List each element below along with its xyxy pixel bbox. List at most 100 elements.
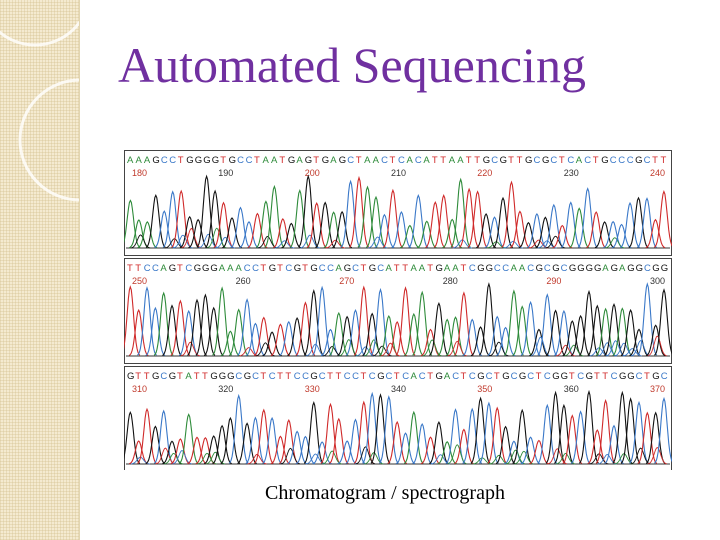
trace-minor-peak (364, 339, 384, 357)
trace-peak (629, 328, 649, 357)
trace-minor-peak (257, 235, 278, 249)
trace-peak (645, 218, 666, 249)
position-label: 210 (391, 168, 406, 178)
trace-peak (437, 318, 457, 357)
trace-peak (429, 301, 449, 356)
sequence-text: T T CCA GT CGGGA A A CCT GT CGT GCCA GCT GCA T T A A T GA A… (127, 263, 668, 274)
trace-peak (554, 403, 574, 464)
trace-peak (129, 440, 149, 465)
trace-peak (370, 287, 391, 356)
trace-peak (450, 177, 471, 248)
trace-peak (137, 286, 157, 356)
sequence-text: A A A GCCT GGGGT GCCT A A T GA GT GA GCT A A CT CA CA T T A A… (127, 155, 667, 166)
trace-peak (408, 194, 429, 248)
trace-peak (220, 416, 241, 464)
trace-minor-peak (280, 447, 300, 465)
trace-peak (387, 420, 407, 464)
position-label: 220 (477, 168, 492, 178)
trace-peak (306, 201, 327, 248)
trace-peak (433, 194, 454, 248)
position-label: 250 (132, 276, 147, 286)
trace-peak (312, 441, 332, 465)
trace-peak (295, 435, 316, 465)
trace-peak (637, 411, 658, 464)
trace-peak (529, 439, 549, 465)
trace-peak (520, 436, 541, 465)
trace-peak (362, 391, 383, 464)
trace-peak (379, 314, 399, 357)
trace-peak (137, 407, 157, 464)
trace-peak (370, 393, 391, 464)
trace-peak (120, 411, 141, 464)
trace-peak (170, 438, 191, 465)
trace-minor-peak (547, 448, 567, 465)
sidebar-divider (79, 0, 80, 540)
trace-peak (594, 221, 615, 249)
trace-peak (420, 436, 441, 465)
trace-peak (612, 307, 633, 356)
trace-peak (187, 298, 207, 356)
trace-peak (470, 326, 491, 357)
trace-peak (569, 207, 590, 249)
trace-minor-peak (322, 450, 342, 465)
position-label: 360 (564, 384, 579, 394)
trace-peak (382, 188, 403, 248)
position-label: 280 (443, 276, 458, 286)
trace-peak (512, 408, 533, 464)
trace-peak (228, 393, 249, 464)
position-label: 310 (132, 384, 147, 394)
trace-peak (262, 331, 282, 357)
trace-peak (162, 190, 183, 248)
trace-peak (495, 425, 516, 465)
trace-peak (510, 210, 530, 249)
trace-peak (220, 330, 241, 357)
trace-minor-peak (647, 335, 667, 357)
trace-peak (470, 396, 491, 464)
trace-peak (287, 430, 307, 465)
trace-peak (545, 390, 566, 464)
trace-peak (345, 418, 366, 464)
trace-peak (287, 316, 307, 357)
trace-minor-peak (422, 339, 442, 357)
trace-peak (543, 203, 564, 248)
trace-minor-peak (447, 340, 467, 357)
trace-peak (484, 216, 505, 249)
trace-peak (595, 398, 616, 464)
trace-peak (579, 289, 599, 356)
trace-peak (586, 211, 607, 249)
trace-peak (391, 211, 412, 249)
trace-peak (552, 224, 573, 249)
trace-peak (493, 196, 514, 248)
trace-peak (298, 174, 319, 248)
trace-peak (478, 282, 499, 356)
trace-peak (429, 420, 449, 464)
chromatogram-panel: T T CCA GT CGGGA A A CCT GT CGT GCCA GCT GCA T T A A T GA A… (120, 258, 674, 364)
trace-peak (403, 410, 424, 464)
trace-peak (222, 217, 242, 249)
trace-peak (145, 306, 166, 356)
trace-peak (420, 328, 441, 357)
trace-peak (212, 424, 232, 465)
trace-peak (395, 432, 416, 465)
trace-peak (203, 306, 224, 356)
trace-peak (120, 285, 141, 356)
chromatogram-panel: A A A GCCT GGGGT GCCT A A T GA GT GA GCT A A CT CA CA T T A A… (120, 150, 674, 256)
position-label: 200 (305, 168, 320, 178)
trace-peak (459, 187, 480, 248)
trace-peak (178, 309, 199, 356)
trace-minor-peak (206, 227, 227, 249)
trace-peak (137, 221, 158, 249)
trace-peak (562, 320, 583, 357)
trace-peak (454, 428, 474, 465)
position-label: 370 (650, 384, 665, 394)
trace-peak (562, 414, 583, 464)
trace-peak (537, 293, 558, 356)
position-label: 340 (391, 384, 406, 394)
trace-minor-peak (172, 449, 192, 465)
trace-minor-peak (506, 449, 526, 465)
trace-peak (501, 180, 522, 248)
trace-peak (612, 390, 633, 464)
position-label: 260 (236, 276, 251, 286)
trace-peak (237, 298, 257, 356)
trace-peak (365, 195, 386, 248)
